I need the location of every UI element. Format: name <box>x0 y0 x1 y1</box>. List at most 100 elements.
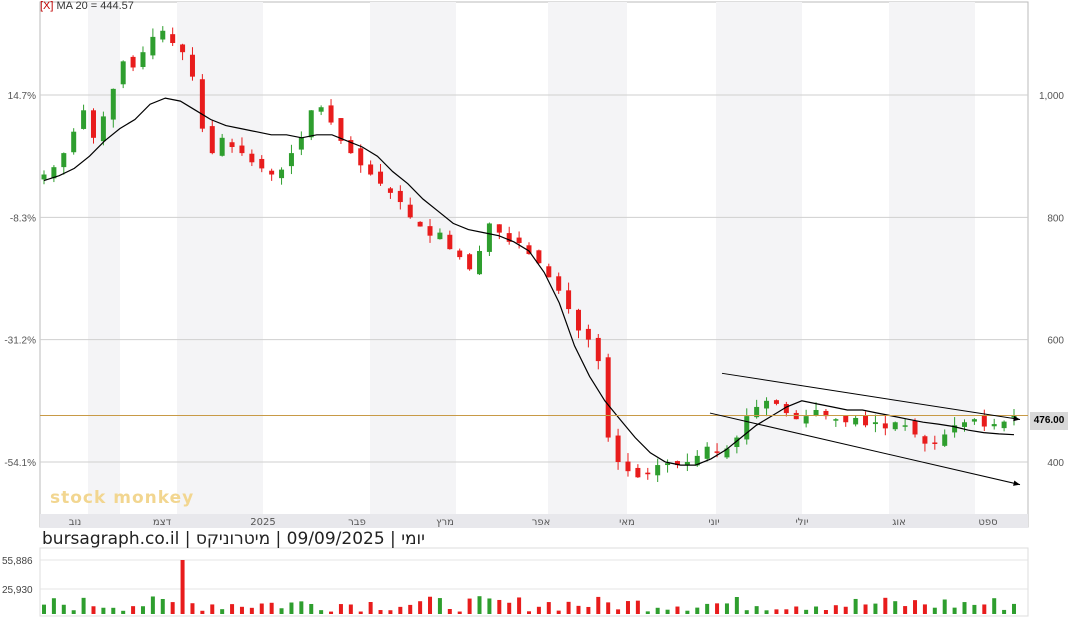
candle-body <box>674 461 680 466</box>
month-band <box>370 2 456 514</box>
volume-bar <box>517 597 522 614</box>
candle-body <box>150 36 156 56</box>
candle-body <box>110 88 116 120</box>
volume-bar <box>160 598 165 614</box>
candle-body <box>684 462 690 466</box>
candle-body <box>516 237 522 244</box>
candle-body <box>308 110 314 138</box>
volume-bar <box>764 610 769 614</box>
candle-body <box>625 461 631 472</box>
chart-caption: יומי | 09/09/2025 | מיטרוניקס | bursagra… <box>42 529 425 549</box>
volume-bar <box>210 604 215 614</box>
volume-bar <box>645 611 650 614</box>
month-band <box>889 2 975 514</box>
x-axis-strip <box>40 514 1028 528</box>
candle-body <box>269 170 275 175</box>
candle-body <box>764 400 770 409</box>
candle-body <box>843 415 849 423</box>
volume-bar <box>784 609 789 614</box>
candle-body <box>615 435 621 462</box>
volume-bar <box>853 598 858 614</box>
candle-body <box>41 174 47 180</box>
candle-body <box>645 472 651 475</box>
x-month-tick: מרץ <box>436 517 454 528</box>
volume-bar <box>408 604 413 614</box>
candle-body <box>605 357 611 438</box>
volume-bar <box>259 603 264 614</box>
candle-body <box>199 79 205 129</box>
volume-bar <box>200 610 205 614</box>
volume-bar <box>279 608 284 614</box>
candle-body <box>793 412 799 420</box>
volume-bar <box>239 606 244 614</box>
y-left-tick: -8.3% <box>10 213 36 224</box>
candle-body <box>71 131 77 153</box>
candle-body <box>298 137 304 150</box>
y-right-tick: 1,000 <box>1039 91 1064 102</box>
candle-body <box>813 410 819 416</box>
volume-bar <box>744 610 749 614</box>
candle-body <box>536 250 542 264</box>
volume-bar <box>418 601 423 614</box>
volume-bar <box>625 601 630 614</box>
x-month-tick: 2025 <box>250 517 275 528</box>
candle-body <box>318 107 324 112</box>
volume-bar <box>51 598 56 614</box>
volume-bar <box>101 607 106 614</box>
month-band <box>88 2 120 514</box>
volume-bar <box>665 609 670 614</box>
volume-bar <box>556 610 561 614</box>
candle-body <box>219 137 225 156</box>
volume-bar <box>794 606 799 614</box>
candle-body <box>991 424 997 427</box>
candle-body <box>61 153 67 168</box>
candle-body <box>942 434 948 446</box>
volume-bar <box>972 604 977 614</box>
candle-body <box>486 223 492 252</box>
volume-bar <box>536 606 541 614</box>
volume-tick: 25,930 <box>2 585 33 596</box>
x-month-tick: פבר <box>348 517 366 528</box>
candle-body <box>180 44 186 53</box>
volume-bar <box>833 605 838 614</box>
ma-legend: [X] MA 20 = 444.57 <box>40 0 134 12</box>
volume-panel <box>39 547 1029 617</box>
volume-bar <box>61 604 66 614</box>
channel-lower-line <box>709 412 1021 486</box>
candle-body <box>962 422 968 427</box>
month-band <box>177 2 263 514</box>
volume-bar <box>299 601 304 614</box>
candle-body <box>744 416 750 440</box>
candle-body <box>566 290 572 310</box>
volume-bar <box>586 606 591 614</box>
volume-bar <box>289 602 294 614</box>
candle-body <box>803 416 809 424</box>
candle-body <box>704 446 710 459</box>
volume-bar <box>546 602 551 614</box>
volume-bar <box>507 602 512 614</box>
candle-body <box>714 451 720 453</box>
volume-bar <box>804 609 809 614</box>
x-month-tick: אוג <box>892 517 906 528</box>
volume-bar <box>893 601 898 614</box>
candle-body <box>477 250 483 275</box>
candle-body <box>912 420 918 435</box>
candle-body <box>189 54 195 77</box>
volume-bar <box>1012 603 1016 614</box>
volume-bar <box>398 606 403 614</box>
volume-bar <box>873 603 878 614</box>
candle-body <box>526 245 532 255</box>
x-month-tick: דצמ <box>153 517 172 528</box>
volume-bar <box>368 602 373 614</box>
volume-bar <box>477 596 482 614</box>
candle-body <box>635 467 641 478</box>
candle-body <box>160 30 166 40</box>
volume-bar <box>734 597 739 614</box>
close-legend-mark[interactable]: [X] <box>40 0 54 12</box>
volume-bar <box>1002 609 1007 614</box>
volume-bar <box>903 606 908 614</box>
candle-body <box>823 410 829 417</box>
volume-bar <box>695 607 700 614</box>
candle-body <box>922 436 928 444</box>
